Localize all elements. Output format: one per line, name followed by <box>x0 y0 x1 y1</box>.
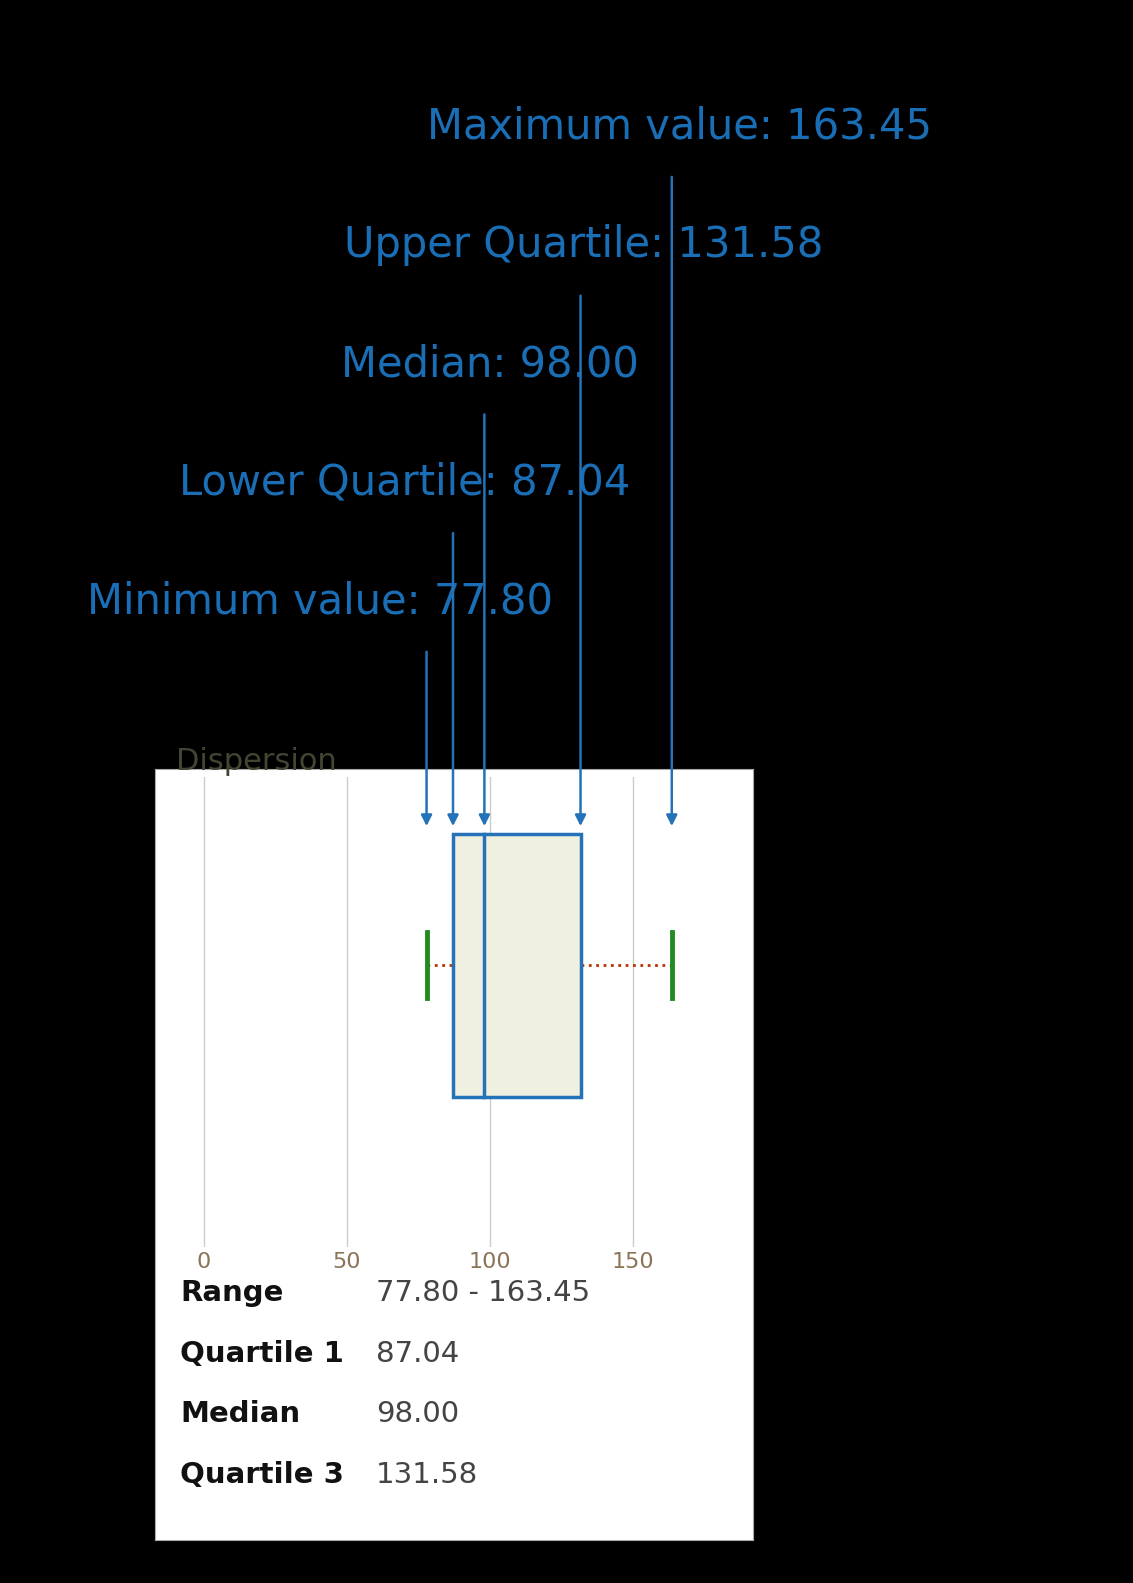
FancyBboxPatch shape <box>453 834 580 1097</box>
Text: Median: 98.00: Median: 98.00 <box>341 344 638 385</box>
Text: Upper Quartile: 131.58: Upper Quartile: 131.58 <box>343 225 824 266</box>
Text: Maximum value: 163.45: Maximum value: 163.45 <box>427 106 932 147</box>
Text: Median: Median <box>180 1401 300 1428</box>
Text: 131.58: 131.58 <box>376 1461 478 1490</box>
Text: 87.04: 87.04 <box>376 1339 459 1368</box>
Text: Dispersion: Dispersion <box>176 747 337 776</box>
Text: Range: Range <box>180 1279 283 1308</box>
Text: Quartile 1: Quartile 1 <box>180 1339 344 1368</box>
Text: 77.80 - 163.45: 77.80 - 163.45 <box>376 1279 590 1308</box>
Text: Minimum value: 77.80: Minimum value: 77.80 <box>86 581 553 622</box>
Text: Quartile 3: Quartile 3 <box>180 1461 344 1490</box>
Text: Lower Quartile: 87.04: Lower Quartile: 87.04 <box>179 462 630 503</box>
Text: 98.00: 98.00 <box>376 1401 459 1428</box>
